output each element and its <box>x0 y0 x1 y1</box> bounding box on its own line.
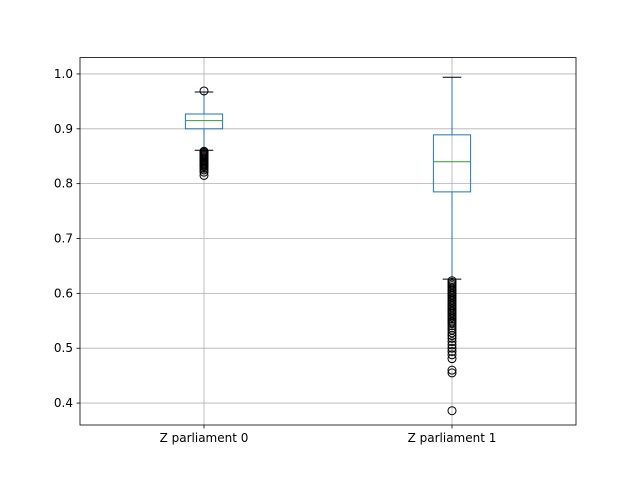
outlier-point <box>199 86 209 96</box>
axis-ticks <box>76 73 453 429</box>
y-tick-label: 0.7 <box>54 232 73 246</box>
outlier-point <box>447 343 457 353</box>
outlier-point <box>447 319 457 329</box>
y-tick-label: 0.5 <box>54 341 73 355</box>
x-tick-label: Z parliament 0 <box>160 431 249 445</box>
outlier-point <box>447 328 457 338</box>
outlier-point <box>447 340 457 350</box>
outlier-point <box>447 365 457 375</box>
outlier-point <box>199 167 209 177</box>
outlier-point <box>447 321 457 331</box>
outlier-point <box>199 165 209 175</box>
iqr-box <box>184 113 224 130</box>
y-tick-label: 0.4 <box>54 396 73 410</box>
box-group <box>432 76 472 416</box>
outlier-point <box>447 354 457 364</box>
y-tick-label: 0.6 <box>54 286 73 300</box>
outlier-point <box>447 350 457 360</box>
box-group <box>184 86 224 180</box>
outlier-point <box>447 368 457 378</box>
outlier-point <box>447 406 457 416</box>
y-tick-label: 0.8 <box>54 177 73 191</box>
iqr-box <box>432 134 472 193</box>
axis-tick-labels: 0.4 0.5 0.6 0.7 0.8 0.9 1.0 Z parliament 0 Z par… <box>54 67 496 445</box>
outlier-point <box>199 170 209 180</box>
y-tick-label: 1.0 <box>54 67 73 81</box>
x-tick-label: Z parliament 1 <box>408 431 497 445</box>
outlier-point <box>447 331 457 341</box>
outlier-point <box>447 333 457 343</box>
y-tick-label: 0.9 <box>54 122 73 136</box>
plot-frame <box>79 57 577 426</box>
outlier-point <box>447 337 457 347</box>
box-plot-series <box>184 76 472 416</box>
outlier-point <box>447 347 457 356</box>
